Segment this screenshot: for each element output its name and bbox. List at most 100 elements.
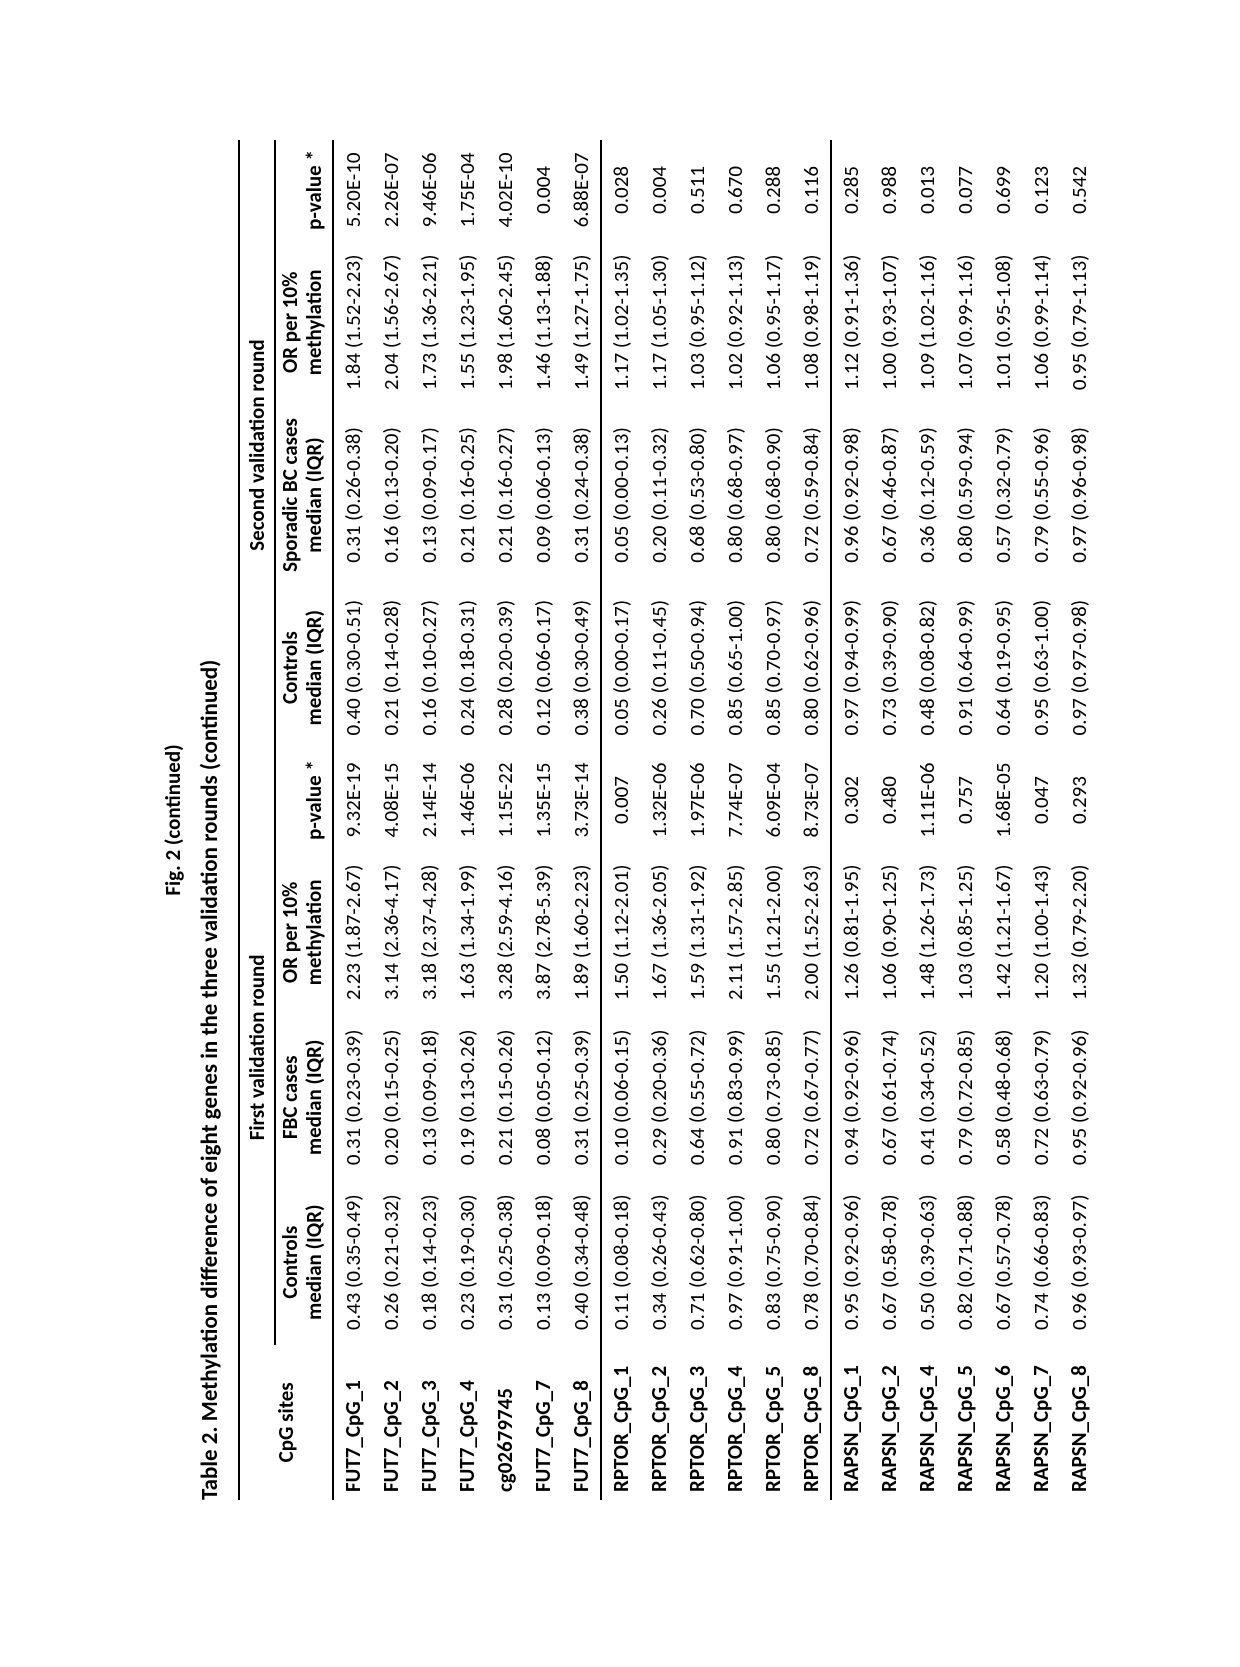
cell-value: 0.116 xyxy=(792,140,831,240)
cell-value: 0.34 (0.26-0.43) xyxy=(640,1180,678,1345)
cell-value: 0.05 (0.00-0.17) xyxy=(601,585,640,750)
cell-value: 1.20 (1.00-1.43) xyxy=(1022,850,1060,1015)
cell-value: 1.50 (1.12-2.01) xyxy=(601,850,640,1015)
cell-value: 0.21 (0.16-0.27) xyxy=(486,405,524,585)
cell-value: 1.73 (1.36-2.21) xyxy=(410,240,448,405)
cell-site: RAPSN_CpG_7 xyxy=(1022,1345,1060,1500)
cell-value: 1.15E-22 xyxy=(486,750,524,850)
cell-value: 0.79 (0.55-0.96) xyxy=(1022,405,1060,585)
cell-value: 1.63 (1.34-1.99) xyxy=(448,850,486,1015)
cell-value: 0.18 (0.14-0.23) xyxy=(410,1180,448,1345)
cell-site: RAPSN_CpG_8 xyxy=(1060,1345,1098,1500)
cell-value: 4.08E-15 xyxy=(372,750,410,850)
cell-value: 0.95 (0.92-0.96) xyxy=(831,1180,870,1345)
cell-value: 0.70 (0.50-0.94) xyxy=(678,585,716,750)
cell-value: 0.67 (0.58-0.78) xyxy=(870,1180,908,1345)
cell-value: 0.31 (0.23-0.39) xyxy=(333,1015,372,1180)
cell-value: 0.43 (0.35-0.49) xyxy=(333,1180,372,1345)
cell-value: 1.26 (0.81-1.95) xyxy=(831,850,870,1015)
cell-value: 0.71 (0.62-0.80) xyxy=(678,1180,716,1345)
cell-value: 0.08 (0.05-0.12) xyxy=(524,1015,562,1180)
cell-value: 1.59 (1.31-1.92) xyxy=(678,850,716,1015)
table-row: FUT7_CpG_80.40 (0.34-0.48)0.31 (0.25-0.3… xyxy=(562,140,601,1500)
cell-value: 0.16 (0.10-0.27) xyxy=(410,585,448,750)
cell-value: 0.285 xyxy=(831,140,870,240)
cell-value: 0.38 (0.30-0.49) xyxy=(562,585,601,750)
cell-value: 1.32E-06 xyxy=(640,750,678,850)
cell-value: 1.67 (1.36-2.05) xyxy=(640,850,678,1015)
cell-value: 0.23 (0.19-0.30) xyxy=(448,1180,486,1345)
cell-site: FUT7_CpG_3 xyxy=(410,1345,448,1500)
cell-value: 0.82 (0.71-0.88) xyxy=(946,1180,984,1345)
cell-value: 0.96 (0.93-0.97) xyxy=(1060,1180,1098,1345)
col-fbc: FBC casesmedian (IQR) xyxy=(275,1015,333,1180)
cell-value: 0.41 (0.34-0.52) xyxy=(908,1015,946,1180)
cell-value: 1.68E-05 xyxy=(984,750,1022,850)
table-row: cg026797450.31 (0.25-0.38)0.21 (0.15-0.2… xyxy=(486,140,524,1500)
cell-value: 0.85 (0.65-1.00) xyxy=(716,585,754,750)
cell-value: 0.64 (0.55-0.72) xyxy=(678,1015,716,1180)
cell-value: 2.00 (1.52-2.63) xyxy=(792,850,831,1015)
cell-site: cg02679745 xyxy=(486,1345,524,1500)
cell-value: 0.13 (0.09-0.18) xyxy=(524,1180,562,1345)
cell-site: RAPSN_CpG_6 xyxy=(984,1345,1022,1500)
cell-value: 0.31 (0.25-0.38) xyxy=(486,1180,524,1345)
table-row: RPTOR_CpG_10.11 (0.08-0.18)0.10 (0.06-0.… xyxy=(601,140,640,1500)
cell-site: RAPSN_CpG_5 xyxy=(946,1345,984,1500)
cell-value: 0.047 xyxy=(1022,750,1060,850)
cell-value: 0.40 (0.34-0.48) xyxy=(562,1180,601,1345)
cell-value: 0.670 xyxy=(716,140,754,240)
cell-value: 0.288 xyxy=(754,140,792,240)
cell-value: 0.72 (0.63-0.79) xyxy=(1022,1015,1060,1180)
cell-value: 0.004 xyxy=(524,140,562,240)
cell-value: 0.11 (0.08-0.18) xyxy=(601,1180,640,1345)
cell-value: 0.26 (0.11-0.45) xyxy=(640,585,678,750)
cell-value: 0.12 (0.06-0.17) xyxy=(524,585,562,750)
table-row: FUT7_CpG_70.13 (0.09-0.18)0.08 (0.05-0.1… xyxy=(524,140,562,1500)
cell-value: 0.09 (0.06-0.13) xyxy=(524,405,562,585)
cell-value: 0.10 (0.06-0.15) xyxy=(601,1015,640,1180)
cell-value: 2.14E-14 xyxy=(410,750,448,850)
col-site: CpG sites xyxy=(239,1345,333,1500)
cell-value: 1.84 (1.52-2.23) xyxy=(333,240,372,405)
cell-value: 0.31 (0.25-0.39) xyxy=(562,1015,601,1180)
cell-value: 1.97E-06 xyxy=(678,750,716,850)
cell-site: RPTOR_CpG_1 xyxy=(601,1345,640,1500)
table-row: RPTOR_CpG_50.83 (0.75-0.90)0.80 (0.73-0.… xyxy=(754,140,792,1500)
cell-value: 0.48 (0.08-0.82) xyxy=(908,585,946,750)
table-row: RAPSN_CpG_70.74 (0.66-0.83)0.72 (0.63-0.… xyxy=(1022,140,1060,1500)
cell-value: 0.95 (0.79-1.13) xyxy=(1060,240,1098,405)
table-head: CpG sites First validation round Second … xyxy=(239,140,333,1500)
header-col-row: Controlsmedian (IQR) FBC casesmedian (IQ… xyxy=(275,140,333,1500)
cell-value: 0.13 (0.09-0.17) xyxy=(410,405,448,585)
cell-value: 0.511 xyxy=(678,140,716,240)
cell-value: 0.36 (0.12-0.59) xyxy=(908,405,946,585)
col-controls-2: Controlsmedian (IQR) xyxy=(275,585,333,750)
cell-value: 0.21 (0.16-0.25) xyxy=(448,405,486,585)
cell-value: 1.11E-06 xyxy=(908,750,946,850)
cell-site: RPTOR_CpG_8 xyxy=(792,1345,831,1500)
cell-site: FUT7_CpG_1 xyxy=(333,1345,372,1500)
cell-value: 0.29 (0.20-0.36) xyxy=(640,1015,678,1180)
cell-value: 0.699 xyxy=(984,140,1022,240)
cell-value: 0.13 (0.09-0.18) xyxy=(410,1015,448,1180)
cell-value: 2.11 (1.57-2.85) xyxy=(716,850,754,1015)
cell-value: 0.50 (0.39-0.63) xyxy=(908,1180,946,1345)
table-row: FUT7_CpG_20.26 (0.21-0.32)0.20 (0.15-0.2… xyxy=(372,140,410,1500)
cell-value: 0.78 (0.70-0.84) xyxy=(792,1180,831,1345)
cell-value: 1.98 (1.60-2.45) xyxy=(486,240,524,405)
table-row: RPTOR_CpG_40.97 (0.91-1.00)0.91 (0.83-0.… xyxy=(716,140,754,1500)
cell-value: 0.91 (0.83-0.99) xyxy=(716,1015,754,1180)
table-row: FUT7_CpG_10.43 (0.35-0.49)0.31 (0.23-0.3… xyxy=(333,140,372,1500)
cell-value: 1.00 (0.93-1.07) xyxy=(870,240,908,405)
cell-value: 0.31 (0.24-0.38) xyxy=(562,405,601,585)
cell-value: 0.24 (0.18-0.31) xyxy=(448,585,486,750)
col-controls-1: Controlsmedian (IQR) xyxy=(275,1180,333,1345)
cell-value: 3.73E-14 xyxy=(562,750,601,850)
cell-value: 0.73 (0.39-0.90) xyxy=(870,585,908,750)
cell-value: 0.67 (0.61-0.74) xyxy=(870,1015,908,1180)
cell-value: 1.17 (1.02-1.35) xyxy=(601,240,640,405)
table-row: RPTOR_CpG_30.71 (0.62-0.80)0.64 (0.55-0.… xyxy=(678,140,716,1500)
cell-value: 0.004 xyxy=(640,140,678,240)
table-row: RAPSN_CpG_20.67 (0.58-0.78)0.67 (0.61-0.… xyxy=(870,140,908,1500)
